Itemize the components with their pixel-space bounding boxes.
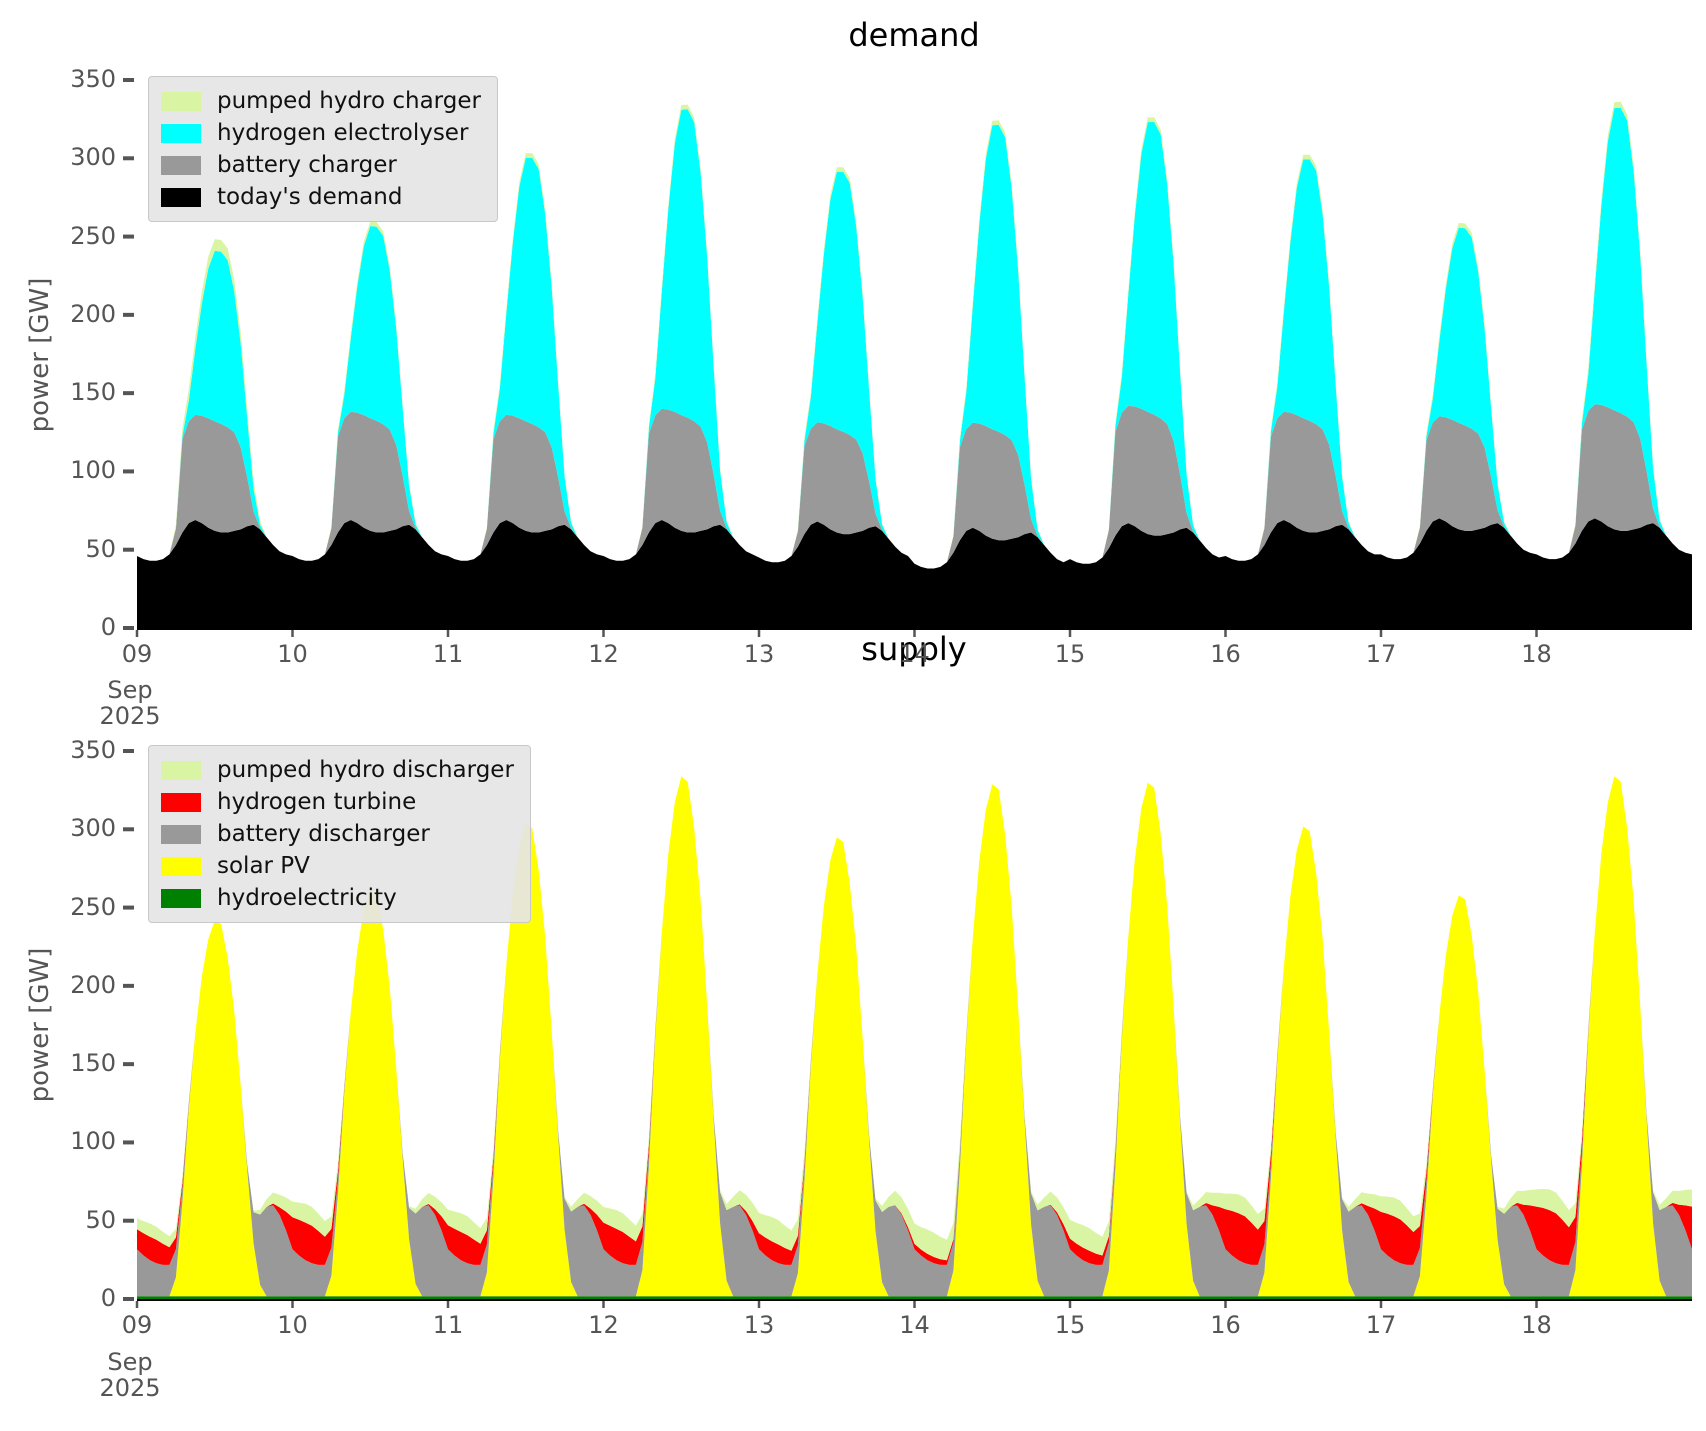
legend-swatch-solar-pv: [161, 856, 201, 876]
supply-x-tick-label: 12: [588, 1311, 619, 1339]
legend-row-today-s-demand: today's demand: [161, 181, 481, 213]
demand-x-offset-month: Sep: [107, 676, 153, 704]
area-demand-today-s-demand: [137, 518, 1692, 628]
demand-x-tick-label: 13: [743, 640, 775, 668]
legend-row-hydrogen-electrolyser: hydrogen electrolyser: [161, 117, 481, 149]
demand-x-tick-label: 09: [121, 640, 153, 668]
demand-legend: pumped hydro charger hydrogen electrolyse…: [148, 76, 498, 222]
supply-x-tick-label: 18: [1521, 1311, 1552, 1339]
supply-y-tick-label: 0: [100, 1284, 116, 1312]
supply-x-tick-label: 14: [899, 1311, 930, 1339]
supply-y-tick-label: 200: [70, 970, 116, 999]
supply-x-tick-label: 16: [1210, 1311, 1241, 1339]
legend-label-today-s-demand: today's demand: [217, 184, 403, 210]
legend-label-solar-pv: solar PV: [217, 853, 310, 879]
demand-x-tick-label: 15: [1054, 640, 1086, 668]
demand-y-tick-label: 100: [70, 456, 116, 485]
demand-y-tick-label: 150: [70, 378, 116, 407]
legend-label-hydrogen-electrolyser: hydrogen electrolyser: [217, 120, 469, 146]
legend-swatch-today-s-demand: [161, 187, 201, 207]
area-demand-battery-charger: [137, 404, 1692, 569]
legend-row-pumped-hydro-charger: pumped hydro charger: [161, 85, 481, 117]
supply-x-tick-label: 15: [1054, 1311, 1086, 1339]
supply-x-tick-label: 17: [1365, 1311, 1397, 1339]
legend-row-hydroelectricity: hydroelectricity: [161, 882, 514, 914]
supply-x-tick-label: 10: [277, 1311, 308, 1339]
demand-x-offset-year: 2025: [99, 702, 161, 730]
demand-x-tick-label: 17: [1365, 640, 1397, 668]
area-demand-hydrogen-electrolyser: [137, 107, 1692, 569]
supply-y-axis-label: power [GW]: [25, 947, 55, 1103]
demand-y-tick-label: 0: [100, 613, 116, 641]
demand-x-tick-label: 11: [432, 640, 464, 668]
demand-y-tick-label: 50: [85, 534, 116, 563]
demand-y-tick-label: 300: [70, 143, 116, 172]
demand-y-tick-label: 200: [70, 299, 116, 328]
demand-y-tick-label: 350: [70, 65, 116, 93]
demand-x-tick-label: 14: [899, 640, 930, 668]
supply-x-offset-year: 2025: [99, 1374, 161, 1402]
supply-x-tick-label: 11: [432, 1311, 464, 1339]
legend-label-pumped-hydro-charger: pumped hydro charger: [217, 88, 481, 114]
area-supply-hydrogen-turbine: [137, 776, 1692, 1265]
supply-y-tick-label: 250: [70, 892, 116, 921]
supply-chart-title: supply: [861, 630, 967, 668]
legend-swatch-hydrogen-turbine: [161, 792, 201, 812]
supply-legend: pumped hydro discharger hydrogen turbine b…: [148, 745, 531, 923]
demand-x-tick-label: 16: [1210, 640, 1241, 668]
supply-x-tick-label: 13: [743, 1311, 775, 1339]
supply-x-tick-label: 09: [121, 1311, 153, 1339]
legend-row-pumped-hydro-discharger: pumped hydro discharger: [161, 754, 514, 786]
demand-x-tick-label: 12: [588, 640, 619, 668]
demand-x-tick-label: 10: [277, 640, 308, 668]
legend-swatch-pumped-hydro-charger: [161, 91, 201, 111]
area-supply-hydroelectricity: [137, 1296, 1692, 1299]
legend-label-hydrogen-turbine: hydrogen turbine: [217, 789, 417, 815]
supply-y-tick-label: 50: [85, 1205, 116, 1234]
demand-chart-title: demand: [848, 16, 980, 54]
supply-y-tick-label: 100: [70, 1127, 116, 1156]
legend-swatch-battery-discharger: [161, 824, 201, 844]
demand-x-tick-label: 18: [1521, 640, 1552, 668]
legend-swatch-battery-charger: [161, 155, 201, 175]
legend-label-hydroelectricity: hydroelectricity: [217, 885, 397, 911]
area-supply-pumped-hydro-discharger: [137, 776, 1692, 1261]
demand-y-tick-label: 250: [70, 221, 116, 250]
supply-y-tick-label: 150: [70, 1049, 116, 1078]
legend-swatch-hydrogen-electrolyser: [161, 123, 201, 143]
legend-row-battery-discharger: battery discharger: [161, 818, 514, 850]
legend-label-pumped-hydro-discharger: pumped hydro discharger: [217, 757, 514, 783]
supply-x-offset-month: Sep: [107, 1348, 153, 1376]
supply-y-tick-label: 300: [70, 814, 116, 843]
legend-row-solar-pv: solar PV: [161, 850, 514, 882]
legend-swatch-pumped-hydro-discharger: [161, 760, 201, 780]
legend-swatch-hydroelectricity: [161, 888, 201, 908]
legend-label-battery-charger: battery charger: [217, 152, 397, 178]
legend-row-battery-charger: battery charger: [161, 149, 481, 181]
supply-y-tick-label: 350: [70, 736, 116, 764]
legend-label-battery-discharger: battery discharger: [217, 821, 430, 847]
legend-row-hydrogen-turbine: hydrogen turbine: [161, 786, 514, 818]
